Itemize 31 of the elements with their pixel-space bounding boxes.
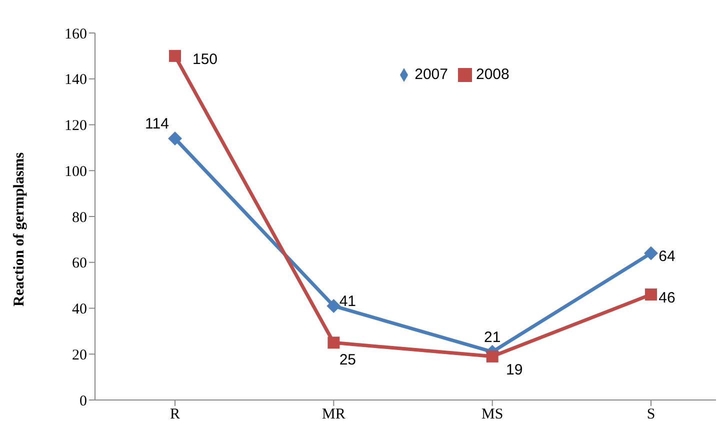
y-tick-label: 80 [72,210,87,226]
point [645,288,657,300]
x-tick-label: MS [481,406,504,423]
x-tick-label: S [646,406,656,423]
legend-label: 2007 [414,66,448,83]
point [169,50,181,62]
point [328,336,340,349]
data-label: 25 [339,352,356,369]
point [486,350,498,362]
data-label: 19 [506,361,523,378]
point [644,246,658,260]
data-label: 114 [145,115,169,132]
y-tick-label: 60 [72,256,87,272]
y-tick-label: 0 [80,393,87,410]
legend-label: 2008 [476,66,510,83]
x-tick-label: MR [322,406,346,423]
point [168,132,182,146]
y-axis-title: Reaction of germplasms [11,152,28,306]
y-tick-label: 140 [64,72,87,88]
y-tick-label: 40 [72,302,87,318]
point [326,298,341,313]
data-label: 150 [192,50,218,68]
y-tick-label: 20 [72,347,87,364]
data-label: 64 [658,248,676,266]
data-label: 46 [658,289,676,306]
y-tick-label: 120 [64,118,87,134]
data-label: 21 [484,328,501,346]
x-tick-label: R [170,406,180,423]
data-label: 41 [339,292,356,310]
y-tick-label: 160 [64,26,87,42]
y-tick-label: 100 [64,164,87,180]
